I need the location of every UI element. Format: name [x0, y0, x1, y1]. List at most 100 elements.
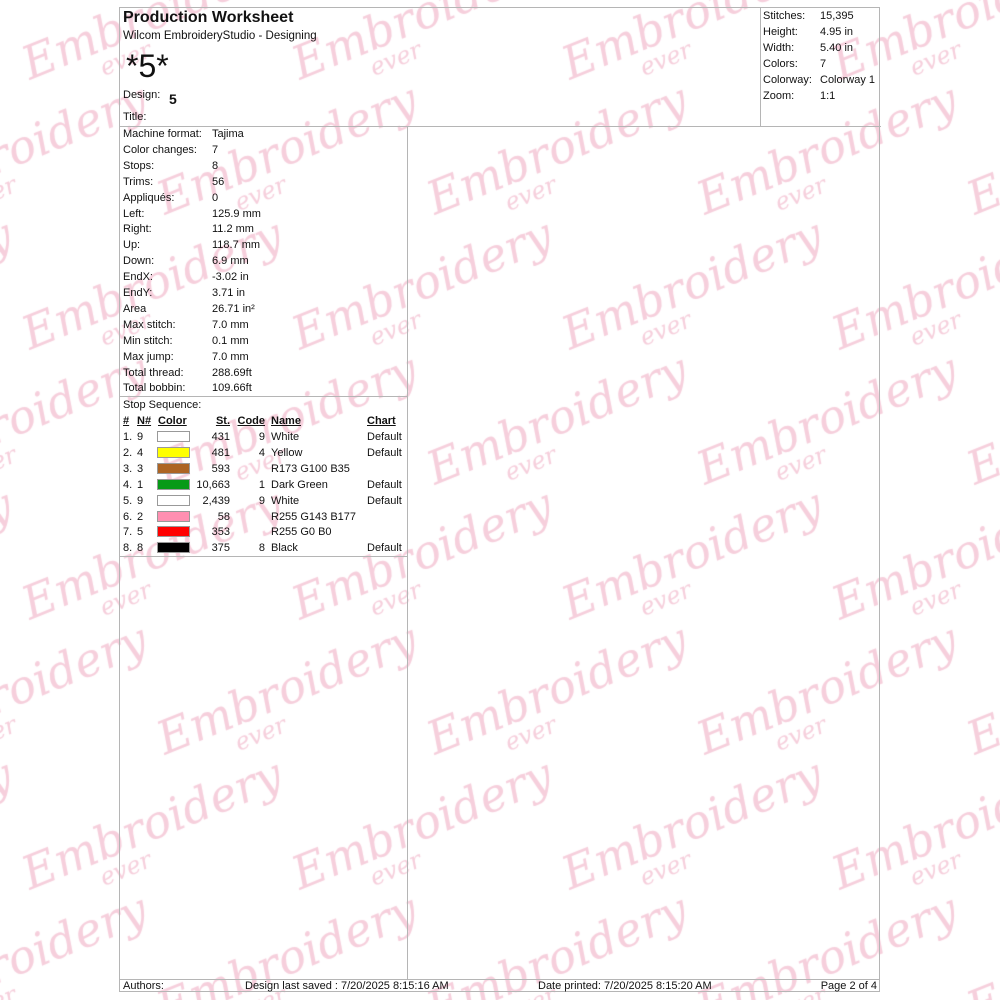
property-label: Max stitch:: [123, 318, 176, 331]
footer: Authors: Design last saved : 7/20/2025 8…: [120, 979, 879, 993]
property-label: Total bobbin:: [123, 382, 186, 395]
property-label: Down:: [123, 255, 155, 268]
subtitle: Wilcom EmbroideryStudio - Designing: [123, 30, 317, 42]
sequence-num: 7.: [123, 526, 133, 539]
property-row: Max stitch: 7.0 mm: [123, 317, 249, 333]
property-value: 0: [212, 191, 219, 204]
sequence-st: 353: [211, 526, 230, 539]
property-label: Total thread:: [123, 366, 184, 379]
property-label: Right:: [123, 223, 152, 236]
column-header-name: Name: [271, 415, 301, 427]
page-title: Production Worksheet: [123, 9, 294, 26]
design-info: Stitches: 15,395 Height: 4.95 in Width: 5.40 …: [760, 8, 881, 127]
sequence-code: 1: [258, 478, 265, 491]
stop-sequence: Stop Sequence: # N# Color St. Code Name Chart 1.…: [120, 396, 407, 557]
property-value: 11.2 mm: [212, 223, 254, 236]
property-value: 8: [212, 159, 219, 172]
authors-label: Authors:: [123, 980, 164, 992]
sequence-num: 3.: [123, 462, 133, 475]
sequence-num: 1.: [123, 431, 133, 443]
column-header-code: Code: [237, 415, 266, 427]
property-value: 118.7 mm: [212, 239, 261, 252]
color-swatch: [157, 526, 190, 538]
sequence-n: 9: [137, 494, 144, 507]
color-swatch: [157, 478, 190, 490]
sequence-n: 5: [137, 526, 144, 539]
sequence-code: 4: [258, 446, 265, 459]
sequence-st: 593: [211, 462, 230, 475]
info-value: 4.95 in: [820, 26, 854, 38]
color-swatch: [157, 542, 190, 554]
sequence-n: 8: [137, 542, 144, 555]
property-label: Stops:: [123, 159, 155, 172]
date-printed: Date printed: 7/20/2025 8:15:20 AM: [538, 980, 712, 992]
sequence-name: Black: [271, 542, 298, 555]
sequence-chart: Default: [367, 542, 402, 555]
color-swatch: [157, 510, 190, 522]
sequence-st: 2,439: [202, 494, 230, 507]
property-row: Trims: 56: [123, 174, 224, 190]
property-row: Area 26.71 in²: [123, 301, 255, 317]
title-label: Title:: [123, 111, 147, 123]
property-row: Max jump: 7.0 mm: [123, 349, 249, 365]
column-header-color: Color: [158, 415, 187, 427]
sequence-chart: Default: [367, 478, 402, 491]
property-value: 7.0 mm: [212, 350, 249, 363]
design-label: Design:: [123, 89, 161, 101]
sequence-n: 3: [137, 462, 144, 475]
header: Production Worksheet Wilcom EmbroiderySt…: [120, 8, 760, 127]
sequence-n: 1: [137, 478, 144, 491]
property-row: Stops: 8: [123, 158, 218, 174]
property-label: Color changes:: [123, 143, 197, 156]
property-label: Area: [123, 302, 147, 315]
info-value: 1:1: [820, 90, 836, 102]
last-saved: Design last saved : 7/20/2025 8:15:16 AM: [245, 980, 449, 992]
info-label: Width:: [763, 42, 795, 54]
property-value: 3.71 in: [212, 287, 246, 299]
info-label: Colors:: [763, 58, 798, 70]
sequence-chart: Default: [367, 431, 402, 443]
property-row: Color changes: 7: [123, 142, 218, 158]
sequence-num: 4.: [123, 478, 133, 491]
color-swatch: [157, 462, 190, 474]
property-label: Max jump:: [123, 350, 174, 363]
info-label: Zoom:: [763, 90, 795, 102]
properties-column: Machine format: Tajima Color changes: 7 Stop…: [120, 126, 408, 979]
sequence-code: 8: [258, 542, 265, 555]
sequence-st: 375: [211, 542, 230, 555]
page-number: Page 2 of 4: [820, 980, 877, 992]
sequence-name: White: [271, 494, 300, 507]
info-label: Height:: [763, 26, 798, 38]
sequence-name: R173 G100 B35: [271, 462, 350, 475]
property-label: Min stitch:: [123, 334, 173, 347]
property-label: Left:: [123, 207, 145, 220]
info-value: Colorway 1: [820, 74, 876, 86]
property-label: Appliqués:: [123, 191, 175, 204]
column-header-chart: Chart: [367, 415, 396, 427]
property-value: 6.9 mm: [212, 255, 249, 268]
property-value: 288.69ft: [212, 366, 252, 379]
sequence-n: 9: [137, 431, 144, 443]
property-value: Tajima: [212, 128, 244, 140]
property-row: EndX: -3.02 in: [123, 269, 249, 285]
sequence-st: 481: [211, 446, 230, 459]
sequence-chart: Default: [367, 494, 402, 507]
info-label: Colorway:: [763, 74, 812, 86]
property-value: 125.9 mm: [212, 207, 261, 220]
sequence-num: 8.: [123, 542, 133, 555]
sequence-st: 431: [211, 431, 230, 443]
property-label: EndX:: [123, 271, 153, 284]
column-header-num: #: [123, 415, 130, 427]
property-value: 7: [212, 143, 219, 156]
design-big-name: *5*: [126, 48, 169, 84]
color-swatch: [157, 446, 190, 458]
sequence-name: White: [271, 431, 300, 443]
property-row: Min stitch: 0.1 mm: [123, 333, 249, 349]
property-value: 56: [212, 175, 225, 188]
color-swatch: [157, 494, 190, 506]
property-row: Left: 125.9 mm: [123, 206, 261, 222]
property-row: Appliqués: 0: [123, 190, 218, 206]
property-value: 26.71 in²: [212, 302, 255, 315]
property-value: -3.02 in: [212, 271, 249, 284]
sequence-name: Dark Green: [271, 478, 328, 491]
